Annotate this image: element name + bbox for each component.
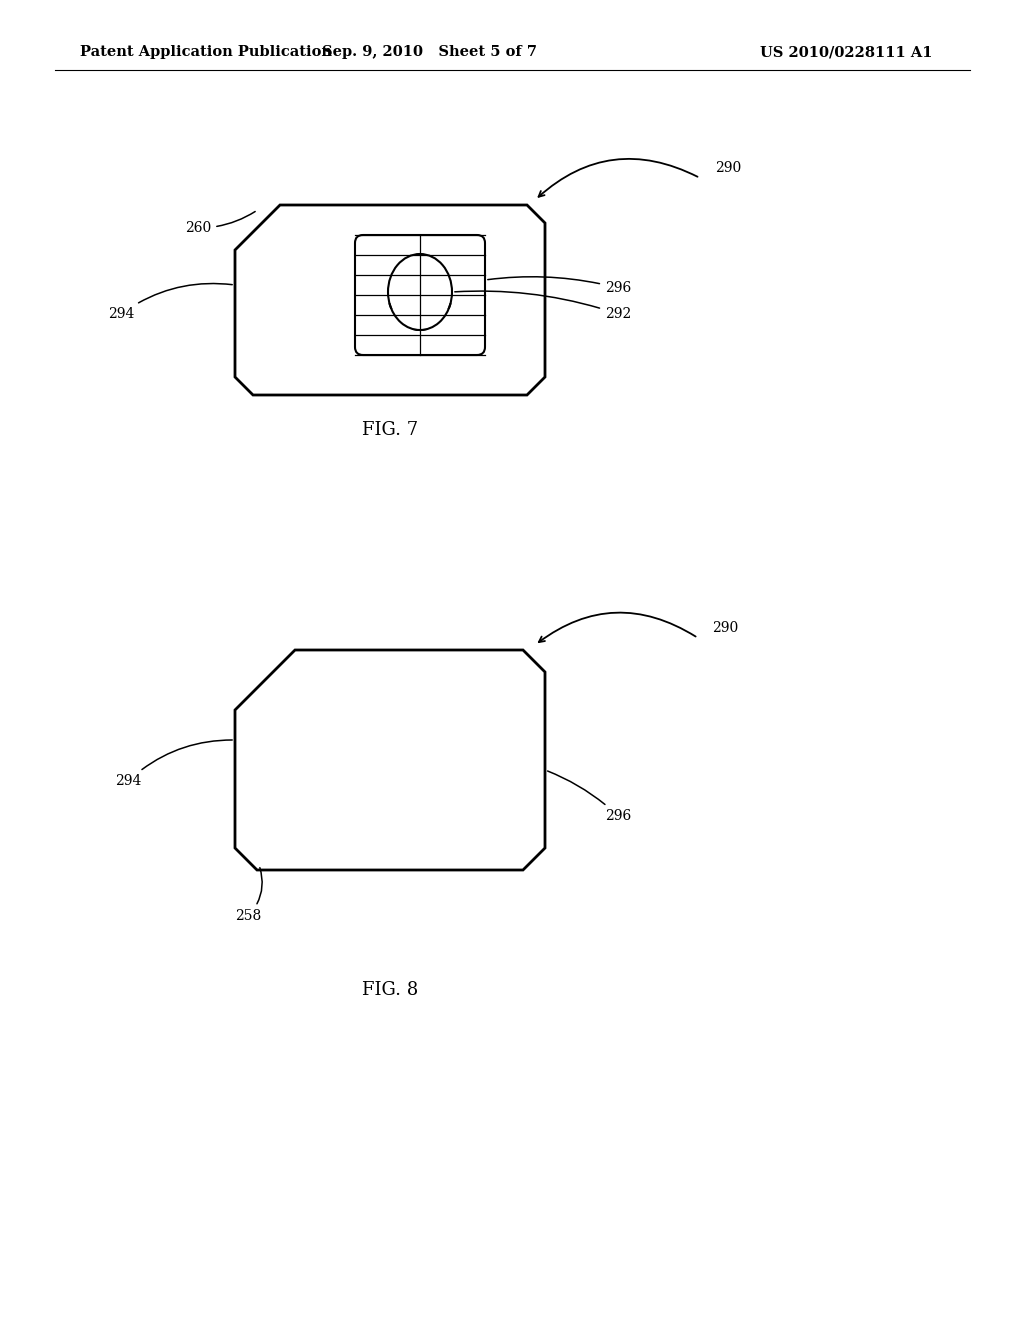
Text: 294: 294 xyxy=(108,284,232,321)
Ellipse shape xyxy=(388,253,452,330)
PathPatch shape xyxy=(234,649,545,870)
PathPatch shape xyxy=(234,205,545,395)
Text: 258: 258 xyxy=(234,867,262,923)
Text: FIG. 8: FIG. 8 xyxy=(361,981,418,999)
Text: 296: 296 xyxy=(487,277,631,294)
Text: 260: 260 xyxy=(185,211,255,235)
Text: Sep. 9, 2010   Sheet 5 of 7: Sep. 9, 2010 Sheet 5 of 7 xyxy=(323,45,538,59)
Text: 292: 292 xyxy=(455,290,631,321)
Text: US 2010/0228111 A1: US 2010/0228111 A1 xyxy=(760,45,933,59)
Text: 294: 294 xyxy=(115,741,232,788)
Bar xyxy=(388,309,452,330)
Text: Patent Application Publication: Patent Application Publication xyxy=(80,45,332,59)
Text: 296: 296 xyxy=(548,771,631,822)
Text: FIG. 7: FIG. 7 xyxy=(361,421,418,440)
Text: 290: 290 xyxy=(715,161,741,176)
Text: 290: 290 xyxy=(712,620,738,635)
